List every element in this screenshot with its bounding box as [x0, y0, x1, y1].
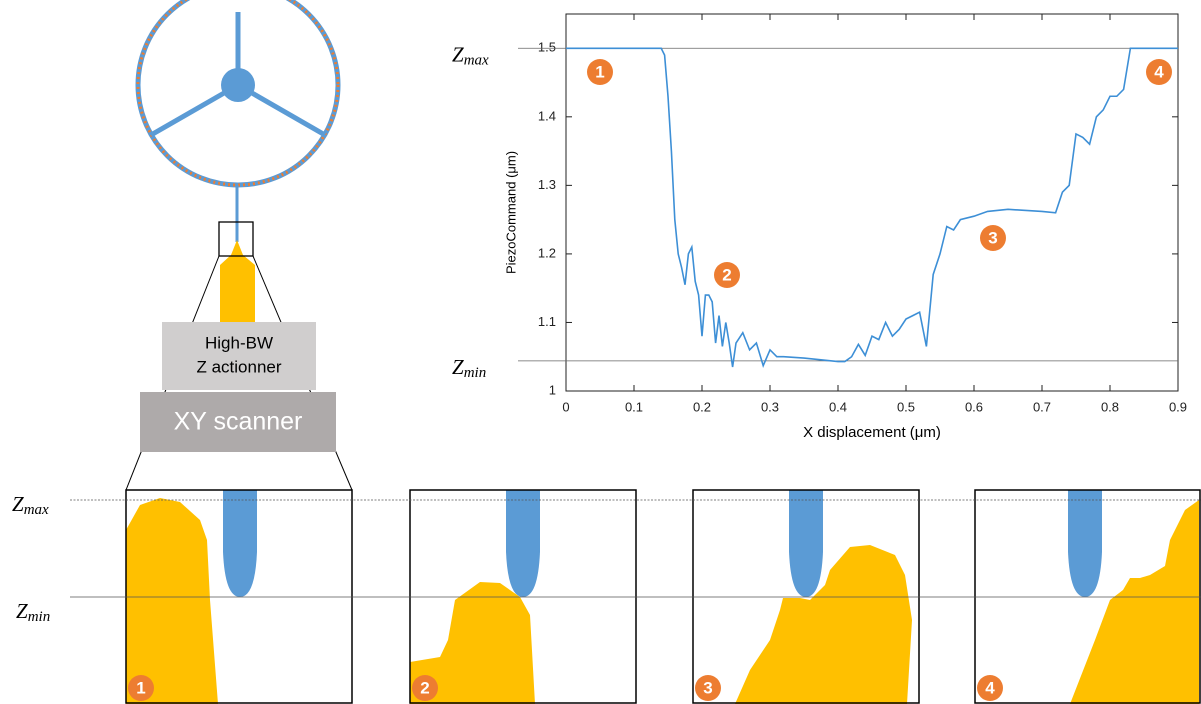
panel-frame: [692, 489, 920, 704]
badge-label: 4: [985, 678, 995, 697]
level-subscript: min: [28, 609, 51, 625]
panel-frame: [125, 489, 353, 704]
y-tick-label: 1.2: [538, 245, 556, 260]
badge-label: 1: [595, 62, 604, 81]
x-tick-label: 0.9: [1169, 399, 1187, 414]
level-label: Zmin: [452, 355, 486, 382]
badge-label: 3: [988, 228, 997, 247]
badge-label: 3: [703, 678, 712, 697]
level-subscript: min: [464, 365, 487, 381]
y-tick-label: 1.1: [538, 314, 556, 329]
badge: [977, 675, 1003, 701]
badge: [128, 675, 154, 701]
x-tick-label: 0.5: [897, 399, 915, 414]
x-tick-label: 0.2: [693, 399, 711, 414]
badge-label: 4: [1154, 62, 1164, 81]
zoom-box: [218, 221, 254, 257]
y-tick-label: 1.5: [538, 40, 556, 55]
y-tick-label: 1: [549, 382, 556, 397]
x-tick-label: 0.8: [1101, 399, 1119, 414]
afm-tip: [506, 490, 540, 597]
level-symbol: Z: [16, 599, 28, 623]
x-tick-label: 0.6: [965, 399, 983, 414]
level-symbol: Z: [452, 355, 464, 379]
badge: [412, 675, 438, 701]
x-tick-label: 0: [562, 399, 569, 414]
badge-label: 1: [136, 678, 145, 697]
badge-label: 2: [420, 678, 429, 697]
level-symbol: Z: [452, 42, 464, 66]
data-line: [566, 47, 1178, 368]
sample: [126, 498, 218, 704]
panel-frame: [409, 489, 637, 704]
sample: [1070, 500, 1199, 704]
chart: 0 0.1 0.2 0.3 0.4 0.5 0.6 0.7 0.8 0.9 1 1.1 1.2 1.3 1.…: [452, 13, 1187, 441]
badge: [714, 262, 740, 288]
level-subscript: max: [464, 53, 489, 69]
sample: [735, 545, 912, 704]
scanner-box: [140, 392, 336, 452]
sample: [410, 582, 535, 704]
actuator-label: Z actionner: [196, 357, 281, 376]
badge: [980, 225, 1006, 251]
afm-tip: [223, 490, 257, 597]
x-tick-label: 0.4: [829, 399, 847, 414]
badge: [587, 59, 613, 85]
x-tick-label: 0.3: [761, 399, 779, 414]
actuator-label: High-BW: [205, 333, 273, 352]
scanner-label: XY scanner: [174, 408, 303, 436]
level-subscript: max: [24, 502, 49, 518]
actuator-box: [162, 322, 316, 390]
badge: [695, 675, 721, 701]
badge-label: 2: [722, 265, 731, 284]
level-label: Zmin: [16, 599, 50, 626]
y-tick-label: 1.4: [538, 108, 556, 123]
level-symbol: Z: [12, 492, 24, 516]
x-tick-label: 0.7: [1033, 399, 1051, 414]
wheel: [135, 0, 341, 242]
plot-area: [565, 13, 1179, 392]
afm-tip: [1068, 490, 1102, 597]
x-axis-label: X displacement (μm): [803, 424, 941, 441]
tip-holder: [220, 240, 255, 322]
y-tick-label: 1.3: [538, 177, 556, 192]
badge: [1146, 59, 1172, 85]
y-axis-label: PiezoCommand (μm): [503, 151, 518, 274]
panel-frame: [974, 489, 1201, 704]
x-tick-label: 0.1: [625, 399, 643, 414]
level-label: Zmax: [452, 42, 489, 69]
level-label: Zmax: [12, 492, 49, 519]
afm-tip: [789, 490, 823, 597]
